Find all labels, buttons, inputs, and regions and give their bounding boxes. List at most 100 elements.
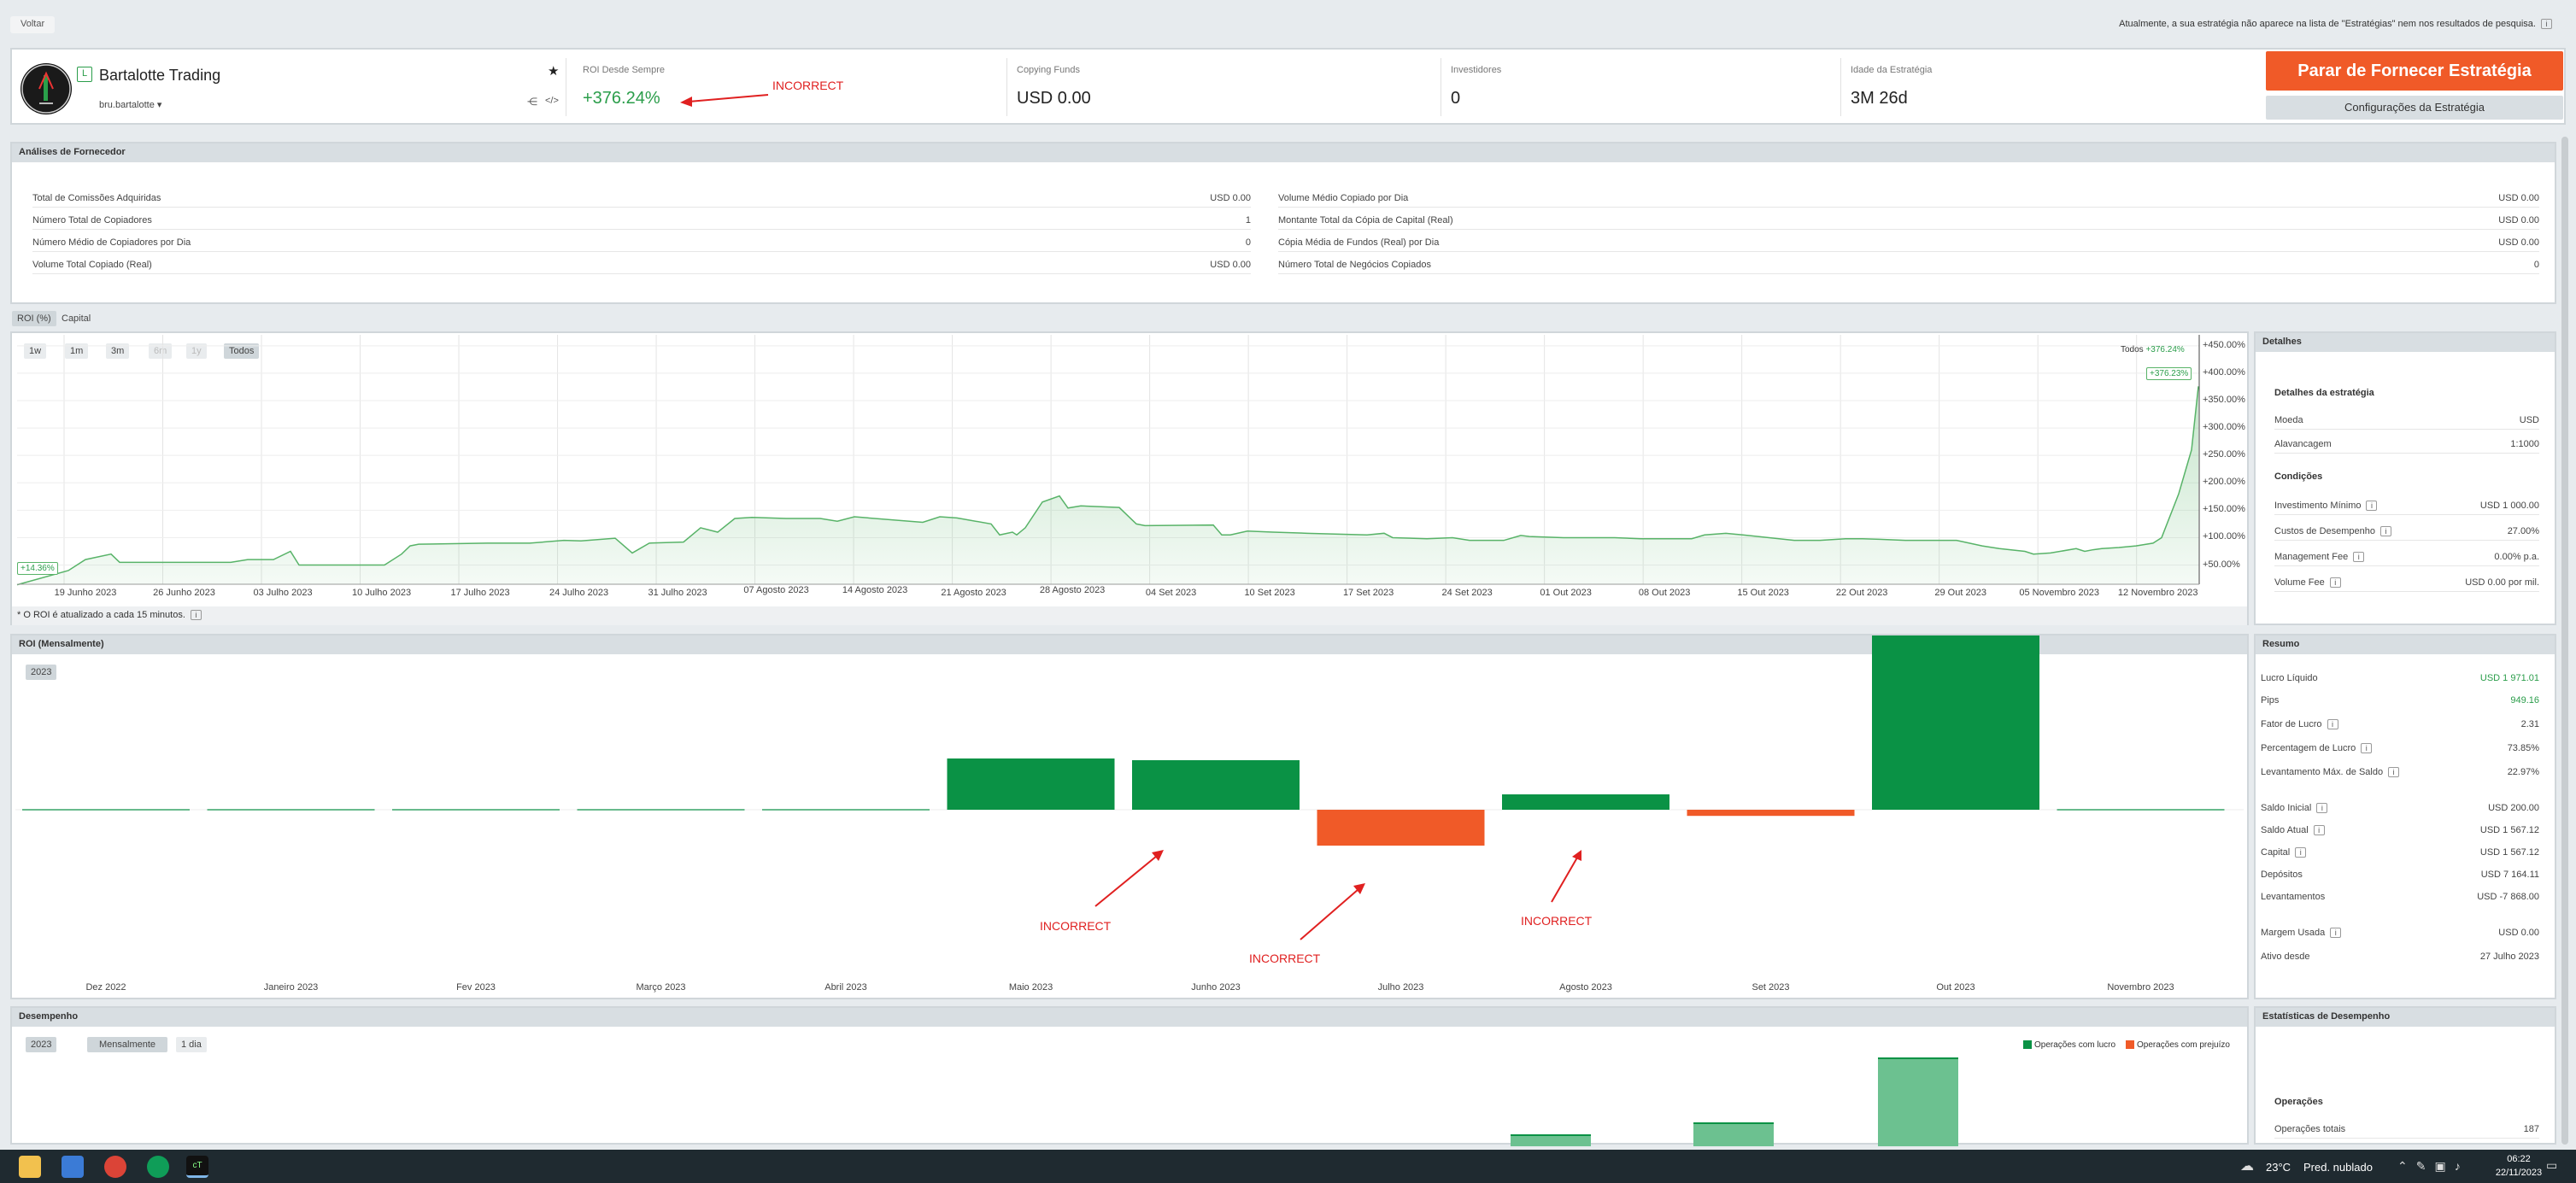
x-tick-label: 26 Junho 2023 (153, 588, 215, 598)
range-button-1y[interactable]: 1y (186, 343, 207, 359)
x-tick-label: 08 Out 2023 (1638, 588, 1691, 598)
month-bar (1132, 760, 1300, 810)
detail-row: Moeda USD (2274, 415, 2539, 430)
x-tick-label: 17 Set 2023 (1342, 588, 1394, 598)
x-tick-label: Dez 2022 (85, 982, 126, 993)
copying-funds-value: USD 0.00 (1017, 89, 1091, 108)
provider-analytics-panel: Análises de Fornecedor Total de Comissõe… (10, 142, 2556, 304)
clock-date[interactable]: 22/11/2023 (2495, 1168, 2543, 1178)
info-icon[interactable]: i (2313, 825, 2325, 836)
store-icon[interactable] (62, 1156, 84, 1178)
year-selector-2023[interactable]: 2023 (26, 665, 57, 680)
x-tick-label: 05 Novembro 2023 (2019, 588, 2099, 598)
info-icon[interactable]: i (2366, 501, 2378, 512)
condition-row: Custos de Desempenho i 27.00% (2274, 526, 2539, 542)
range-button-3m[interactable]: 3m (106, 343, 130, 359)
x-tick-label: Julho 2023 (1377, 982, 1424, 993)
info-icon[interactable]: i (2316, 803, 2328, 814)
strategy-age-value: 3M 26d (1851, 89, 1908, 108)
y-tick-label: +200.00% (2203, 477, 2245, 488)
month-bar (1502, 794, 1669, 810)
analytics-row: Montante Total da Cópia de Capital (Real… (1278, 215, 2539, 230)
month-bar (1687, 810, 1855, 817)
panel-title: Estatísticas de Desempenho (2256, 1008, 2555, 1027)
info-icon[interactable]: i (2330, 928, 2342, 939)
x-tick-label: 15 Out 2023 (1737, 588, 1789, 598)
avatar (21, 63, 72, 114)
info-icon[interactable]: i (2541, 19, 2552, 30)
x-tick-label: Agosto 2023 (1559, 982, 1612, 993)
analytics-row: Número Total de Negócios Copiados 0 (1278, 260, 2539, 274)
info-icon[interactable]: i (2388, 767, 2400, 778)
chrome-profile-icon[interactable] (147, 1156, 169, 1178)
profit-legend: Operações com lucro (2023, 1040, 2115, 1050)
analytics-row: Cópia Média de Fundos (Real) por Dia USD … (1278, 237, 2539, 252)
strategy-settings-button[interactable]: Configurações da Estratégia (2266, 96, 2563, 120)
x-tick-label: 01 Out 2023 (1540, 588, 1592, 598)
username-dropdown[interactable]: bru.bartalotte ▾ (99, 100, 162, 110)
info-icon[interactable]: i (2327, 719, 2338, 730)
range-button-todos[interactable]: Todos (224, 343, 260, 359)
info-icon[interactable]: i (2295, 847, 2307, 858)
notifications-icon[interactable]: ▭ (2546, 1158, 2558, 1172)
info-icon[interactable]: i (2380, 526, 2392, 537)
loss-legend: Operações com prejuízo (2126, 1040, 2230, 1050)
strategy-name: Bartalotte Trading (99, 67, 221, 84)
star-icon[interactable]: ★ (548, 64, 560, 79)
summary-row: Margem Usada i USD 0.00 (2261, 928, 2539, 939)
weather-temp[interactable]: 23°C (2266, 1161, 2291, 1174)
ctrader-icon[interactable]: cT (186, 1156, 208, 1178)
x-tick-label: 03 Julho 2023 (253, 588, 313, 598)
tray-icons[interactable]: ⌃✎▣♪ (2397, 1159, 2469, 1173)
strategy-header: L Bartalotte Trading bru.bartalotte ▾ ★ … (10, 48, 2566, 125)
month-bar (22, 809, 190, 811)
range-button-1m[interactable]: 1m (65, 343, 89, 359)
info-icon[interactable]: i (2329, 577, 2341, 589)
condition-row: Management Fee i 0.00% p.a. (2274, 552, 2539, 567)
x-tick-label: 31 Julho 2023 (648, 588, 707, 598)
performance-panel: Desempenho 2023 Mensalmente 1 dia Operaç… (10, 1006, 2249, 1146)
info-icon[interactable]: i (2361, 743, 2373, 754)
info-icon[interactable]: i (2353, 552, 2365, 563)
monthly-roi-panel: ROI (Mensalmente) 2023 Dez 2022 Janeiro 2… (10, 634, 2249, 999)
summary-row: Fator de Lucro i 2.31 (2261, 719, 2539, 730)
info-icon[interactable]: i (190, 610, 202, 621)
x-tick-label: Out 2023 (1936, 982, 1975, 993)
tab-roi-percent[interactable]: ROI (%) (12, 311, 56, 326)
year-selector-2023[interactable]: 2023 (26, 1037, 57, 1052)
y-tick-label: +300.00% (2203, 422, 2245, 433)
chevron-down-icon: ▾ (156, 100, 162, 110)
incorrect-annotation: INCORRECT (1249, 952, 1321, 965)
summary-row: Saldo Atual i USD 1 567.12 (2261, 825, 2539, 836)
embed-code-icon[interactable]: </> (545, 96, 559, 106)
month-bar (207, 809, 375, 811)
share-icon[interactable]: ⋲ (527, 96, 537, 108)
analytics-row: Número Total de Copiadores 1 (32, 215, 1251, 230)
stop-providing-strategy-button[interactable]: Parar de Fornecer Estratégia (2266, 51, 2563, 91)
x-tick-label: Maio 2023 (1008, 982, 1053, 993)
chrome-icon[interactable] (104, 1156, 126, 1178)
chart-bar (1878, 1057, 1958, 1146)
weather-desc[interactable]: Pred. nublado (2303, 1161, 2373, 1174)
x-tick-label: 04 Set 2023 (1145, 588, 1197, 598)
month-bar (762, 809, 930, 811)
x-tick-label: 19 Junho 2023 (54, 588, 117, 598)
file-explorer-icon[interactable] (19, 1156, 41, 1178)
panel-title: Desempenho (12, 1008, 2247, 1027)
x-tick-label: 12 Novembro 2023 (2117, 588, 2198, 598)
roi-legend: Todos +376.24% (2121, 345, 2185, 354)
clock-time[interactable]: 06:22 (2507, 1154, 2531, 1164)
summary-row: Pips 949.16 (2261, 695, 2539, 706)
annotation-arrows (1094, 850, 1581, 940)
roi-value: +376.24% (583, 89, 660, 108)
range-button-6m[interactable]: 6m (149, 343, 173, 359)
range-button-1w[interactable]: 1w (24, 343, 47, 359)
back-button[interactable]: Voltar (10, 16, 56, 33)
tab-monthly[interactable]: Mensalmente (87, 1037, 168, 1052)
page-scrollbar[interactable] (2561, 137, 2568, 1145)
tab-capital[interactable]: Capital (62, 313, 91, 324)
y-tick-label: +50.00% (2203, 559, 2240, 570)
summary-row: Percentagem de Lucro i 73.85% (2261, 743, 2539, 754)
details-panel: Detalhes Detalhes da estratégia Moeda USD… (2254, 331, 2556, 625)
tab-daily[interactable]: 1 dia (176, 1037, 207, 1052)
